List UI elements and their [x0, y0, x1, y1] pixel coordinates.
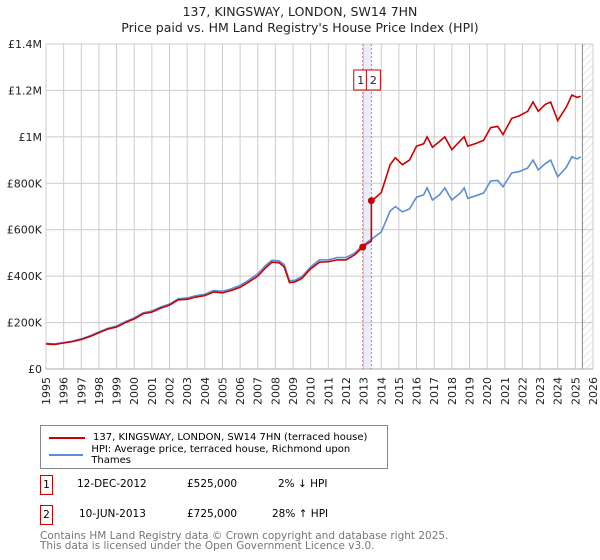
x-tick-label: 2005 [216, 377, 229, 405]
x-tick-label: 2000 [128, 377, 141, 405]
sale-marker-label: 1 [357, 74, 364, 87]
x-tick-label: 2025 [569, 377, 582, 405]
x-tick-label: 2021 [499, 377, 512, 405]
sale-hpi-diff: 2% ↓ HPI [278, 478, 328, 490]
x-tick-label: 2016 [411, 377, 424, 405]
sale-price: £725,000 [187, 508, 238, 520]
x-tick-label: 2002 [164, 377, 177, 405]
x-tick-label: 2001 [146, 377, 159, 405]
x-tick-label: 1995 [40, 377, 53, 405]
legend-item-hpi: HPI: Average price, terraced house, Rich… [49, 443, 379, 466]
sale-marker-box [365, 69, 381, 91]
x-tick-label: 2018 [446, 377, 459, 405]
legend-label: HPI: Average price, terraced house, Rich… [91, 443, 351, 466]
sale-row: 1 12-DEC-2012 £525,000 2% ↓ HPI [40, 475, 460, 495]
x-tick-label: 1997 [75, 377, 88, 405]
x-tick-label: 2004 [199, 377, 212, 405]
footer-line: This data is licensed under the Open Gov… [40, 540, 375, 552]
x-tick-label: 2024 [552, 377, 565, 405]
legend-label: 137, KINGSWAY, LONDON, SW14 7HN (terrace… [93, 432, 368, 443]
y-tick-label: £200K [7, 317, 43, 330]
sale-marker: 2 [40, 505, 53, 525]
x-tick-label: 2006 [234, 377, 247, 405]
x-tick-label: 2015 [393, 377, 406, 405]
x-tick-label: 2014 [375, 377, 388, 405]
forecast-hatch [582, 44, 593, 369]
sale-price: £525,000 [187, 478, 238, 490]
x-tick-label: 2003 [181, 377, 194, 405]
sale-point [367, 197, 375, 205]
series-line [45, 94, 581, 346]
x-tick-label: 2019 [463, 377, 476, 405]
legend: 137, KINGSWAY, LONDON, SW14 7HN (terrace… [40, 425, 388, 469]
chart-title: 137, KINGSWAY, LONDON, SW14 7HN [182, 4, 418, 19]
sale-marker: 1 [40, 475, 53, 495]
sale-point [359, 243, 367, 251]
y-tick-label: £400K [7, 270, 43, 283]
x-tick-label: 1998 [93, 377, 106, 405]
footer-line: Contains HM Land Registry data © Crown c… [40, 530, 449, 542]
y-tick-label: £600K [7, 224, 43, 237]
x-tick-label: 2009 [287, 377, 300, 405]
sale-date: 10-JUN-2013 [79, 508, 146, 520]
series-line [45, 155, 582, 345]
footer: Contains HM Land Registry data © Crown c… [40, 530, 449, 552]
x-tick-label: 2012 [340, 377, 353, 405]
x-tick-label: 2007 [252, 377, 265, 405]
sale-hpi-diff: 28% ↑ HPI [272, 508, 329, 520]
y-tick-label: £800K [7, 177, 43, 190]
red-line-swatch [49, 436, 85, 439]
x-tick-label: 1996 [58, 377, 71, 405]
legend-item-property: 137, KINGSWAY, LONDON, SW14 7HN (terrace… [49, 429, 379, 446]
y-tick-label: £0 [28, 363, 42, 376]
x-tick-label: 2011 [322, 377, 335, 405]
x-tick-label: 2010 [305, 377, 318, 405]
sale-row: 2 10-JUN-2013 £725,000 28% ↑ HPI [40, 505, 460, 525]
x-tick-label: 2026 [587, 377, 600, 405]
sale-date: 12-DEC-2012 [77, 478, 147, 490]
x-tick-label: 2022 [516, 377, 529, 405]
x-tick-label: 2017 [428, 377, 441, 405]
blue-line-swatch [49, 453, 84, 456]
x-tick-label: 2013 [358, 377, 371, 405]
y-tick-label: £1.4M [8, 38, 42, 51]
line-chart: 1995 1996 1997 1998 1999 2000 2001 2002 2003 2004… [7, 38, 600, 405]
y-tick-label: £1M [19, 131, 43, 144]
chart-subtitle: Price paid vs. HM Land Registry's House … [121, 20, 479, 35]
sale-period-band [362, 44, 372, 369]
x-tick-label: 2020 [481, 377, 494, 405]
x-tick-label: 1999 [111, 377, 124, 405]
sale-marker-label: 2 [370, 74, 377, 87]
x-tick-label: 2023 [534, 377, 547, 405]
x-tick-label: 2008 [269, 377, 282, 405]
y-tick-label: £1.2M [8, 84, 42, 97]
